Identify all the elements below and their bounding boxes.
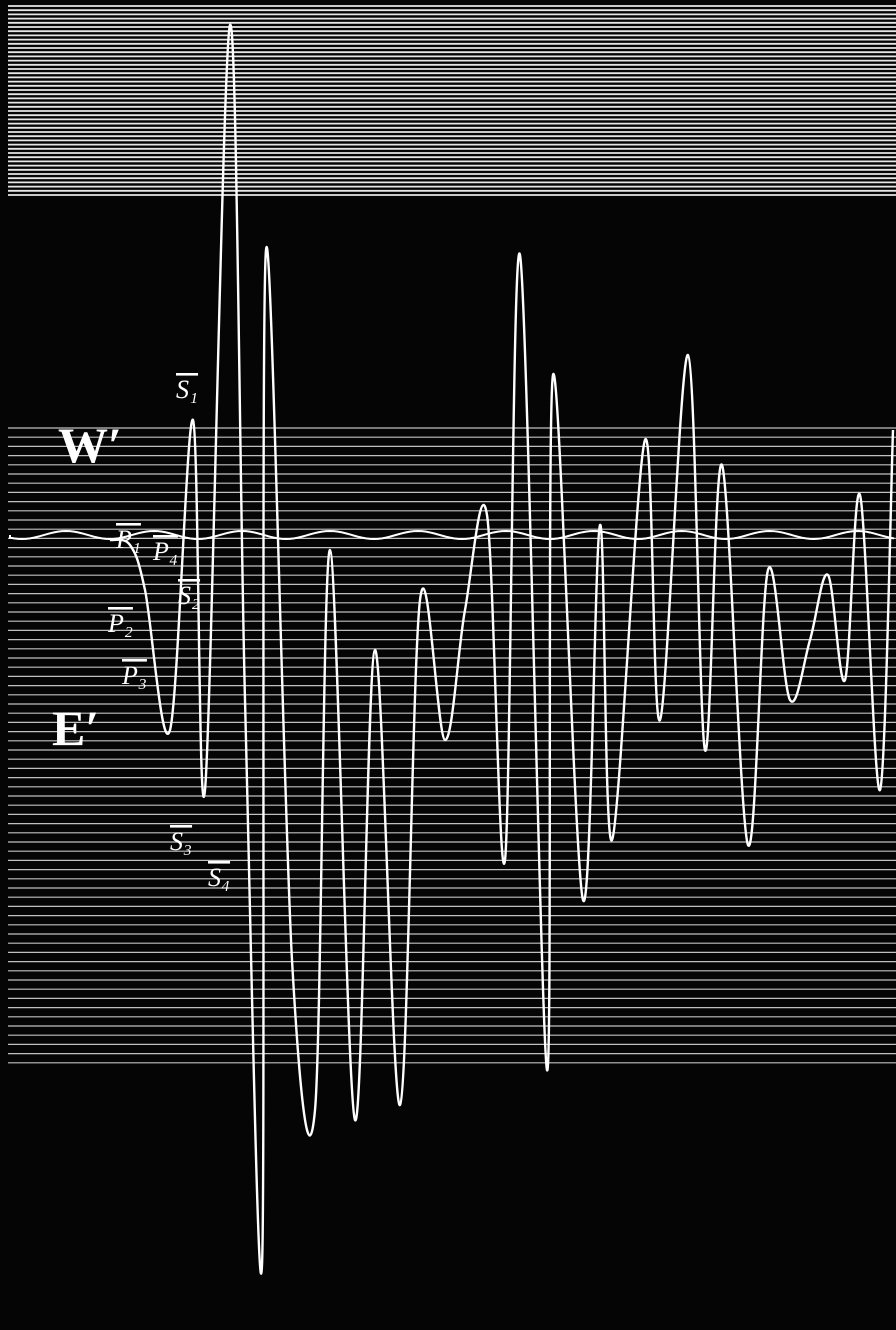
seismic-trace (109, 23, 895, 1275)
phase-label: P₄ (152, 537, 178, 566)
phase-label: P₁ (115, 525, 141, 554)
phase-label: S₂ (178, 581, 200, 610)
west-label: W′ (58, 417, 122, 473)
phase-label: P₂ (107, 609, 133, 638)
east-label: E′ (52, 700, 99, 756)
phase-label: P₃ (121, 661, 147, 690)
recording-lines (8, 5, 896, 1064)
phase-label: S₁ (176, 375, 198, 404)
baseline-wave (9, 529, 895, 541)
phase-label: S₃ (170, 827, 192, 856)
phase-label: S₄ (208, 863, 230, 892)
